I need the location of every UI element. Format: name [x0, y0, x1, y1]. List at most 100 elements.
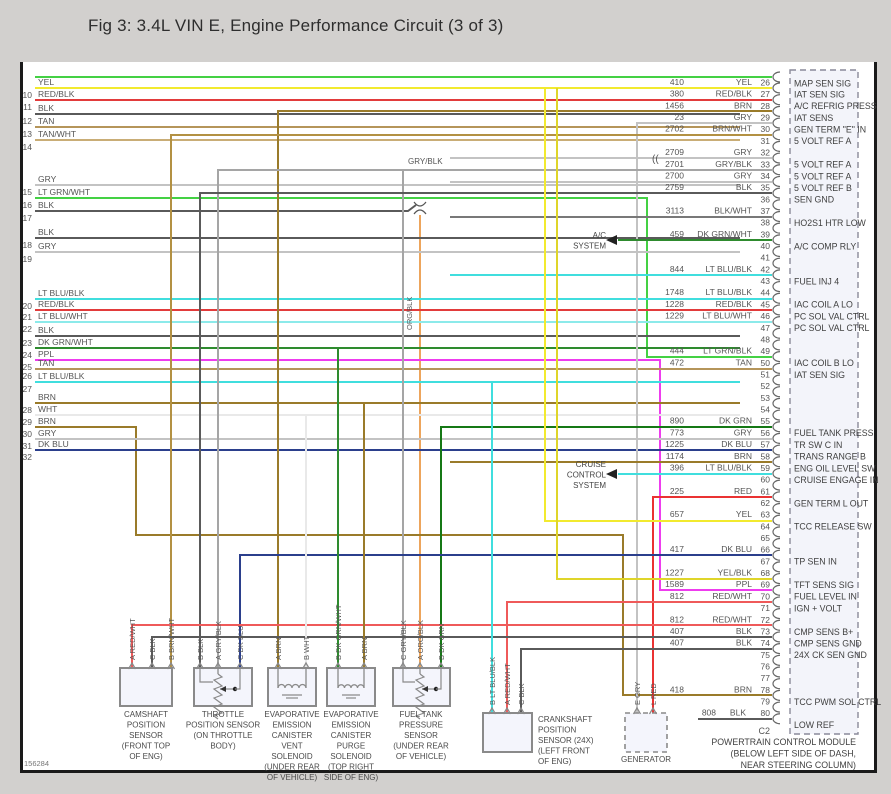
- circuit-number-45: 1228: [665, 299, 684, 309]
- pot-leg: [402, 668, 415, 683]
- circuit-number-50: 472: [670, 357, 684, 367]
- right-wire-color-label-29: GRY: [734, 112, 753, 122]
- pcm-pin-connector: [772, 619, 781, 631]
- component-caption-line: SOLENOID: [330, 752, 372, 761]
- pcm-pin-connector: [772, 140, 781, 152]
- right-pin-number-71: 71: [761, 603, 771, 613]
- circuit-number-69: 1589: [665, 579, 684, 589]
- wire-ltgrnwht: [35, 197, 772, 358]
- component-pin-chevron: [273, 661, 283, 670]
- right-wire-color-label-26: YEL: [736, 77, 752, 87]
- pcm-pin-connector: [772, 129, 781, 141]
- figure-id: 156284: [24, 759, 49, 768]
- component-pin-label: L RED: [649, 683, 658, 705]
- left-wire-color-label: TAN: [38, 358, 54, 368]
- right-pin-number-47: 47: [761, 323, 771, 333]
- pcm-pin-connector: [772, 678, 781, 690]
- right-wire-color-label-63: YEL: [736, 509, 752, 519]
- pcm-signal-label: TR SW C IN: [794, 440, 842, 450]
- right-pin-number-66: 66: [761, 545, 771, 555]
- cruise-control-label: CONTROL: [567, 471, 607, 480]
- component-caption-line: CAMSHAFT: [124, 710, 168, 719]
- pcm-pin-connector: [772, 117, 781, 129]
- wire-blk: [199, 192, 772, 668]
- left-wire-color-label: RED/BLK: [38, 299, 75, 309]
- right-pin-number-38: 38: [761, 218, 771, 228]
- wire-yelblk: [556, 88, 772, 580]
- pcm-signal-label: 24X CK SEN GND: [794, 650, 867, 660]
- left-pin-number-16: 16: [23, 200, 33, 210]
- component-pin-chevron: [436, 661, 446, 670]
- right-pin-number-49: 49: [761, 346, 771, 356]
- component-pin-label: B DK GRN/WHT: [334, 604, 343, 660]
- component-pin-chevron: [359, 661, 369, 670]
- pcm-signal-label: FUEL TANK PRESS: [794, 428, 874, 438]
- circuit-number-49: 444: [670, 346, 684, 356]
- inline-connector-top: [413, 201, 427, 207]
- circuit-number-28: 1456: [665, 100, 684, 110]
- pcm-signal-label: MAP SEN SIG: [794, 79, 851, 89]
- component-caption-line: OF ENG): [538, 757, 572, 766]
- left-wire-color-label: BLK: [38, 325, 54, 335]
- pcm-signal-label: CRUISE ENGAGE IN: [794, 475, 879, 485]
- pcm-pin-connector: [772, 362, 781, 374]
- left-wire-color-label: YEL: [38, 77, 54, 87]
- pcm-pin-connector: [772, 713, 781, 725]
- right-pin-number-42: 42: [761, 264, 771, 274]
- pot-leg: [199, 668, 213, 683]
- wire-brnwht: [170, 134, 772, 668]
- circuit-number-57: 1225: [665, 439, 684, 449]
- component-pin-chevron: [632, 706, 642, 715]
- right-wire-color-label-49: LT GRN/BLK: [703, 346, 752, 356]
- right-wire-color-label-27: RED/BLK: [716, 89, 753, 99]
- left-pin-number-12: 12: [23, 116, 33, 126]
- right-pin-number-53: 53: [761, 393, 771, 403]
- pcm-signal-label: CMP SENS GND: [794, 638, 862, 648]
- left-pin-number-28: 28: [23, 405, 33, 415]
- pcm-signal-label: HO2S1 HTR LOW: [794, 218, 867, 228]
- left-pin-number-21: 21: [23, 312, 33, 322]
- right-wire-color-label-35: BLK: [736, 182, 752, 192]
- right-wire-color-label-80: BLK: [730, 708, 746, 718]
- pcm-pin-connector: [772, 701, 781, 713]
- right-pin-number-37: 37: [761, 206, 771, 216]
- pcm-pin-connector: [772, 374, 781, 386]
- left-pin-number-23: 23: [23, 338, 33, 348]
- pcm-signal-label: SEN GND: [794, 195, 834, 205]
- component-pin-label: E GRY: [633, 682, 642, 705]
- component-pin-chevron: [301, 661, 311, 670]
- right-pin-number-63: 63: [761, 510, 771, 520]
- pcm-signal-label: FUEL INJ 4: [794, 276, 839, 286]
- right-pin-number-64: 64: [761, 521, 771, 531]
- left-pin-number-11: 11: [23, 102, 32, 112]
- right-pin-number-29: 29: [761, 113, 771, 123]
- right-pin-number-48: 48: [761, 334, 771, 344]
- right-pin-number-45: 45: [761, 299, 771, 309]
- left-wire-color-label: BRN: [38, 416, 56, 426]
- right-pin-number-26: 26: [761, 78, 771, 88]
- right-pin-number-27: 27: [761, 89, 771, 99]
- pcm-pin-connector: [772, 82, 781, 94]
- pcm-pin-connector: [772, 479, 781, 491]
- pcm-pin-connector: [772, 187, 781, 199]
- pcm-pin-connector: [772, 280, 781, 293]
- right-wire-color-label-74: BLK: [736, 638, 752, 648]
- pcm-pin-connector: [772, 596, 781, 608]
- left-pin-number-26: 26: [23, 371, 33, 381]
- pcm-pin-connector: [772, 572, 781, 585]
- left-pin-number-27: 27: [23, 384, 33, 394]
- left-pin-number-30: 30: [23, 429, 33, 439]
- throttle-position-sensor: [193, 667, 253, 707]
- component-caption-line: SIDE OF ENG): [324, 773, 379, 782]
- component-pin-chevron: [147, 661, 157, 670]
- left-wire-color-label: BLK: [38, 103, 54, 113]
- left-pin-number-14: 14: [23, 142, 33, 152]
- component-pin-label: A BRN: [360, 637, 369, 660]
- pcm-pin-connector: [772, 164, 781, 176]
- circuit-number-59: 396: [670, 462, 684, 472]
- right-pin-number-30: 30: [761, 124, 771, 134]
- right-wire-color-label-73: BLK: [736, 626, 752, 636]
- component-caption-line: FUEL TANK: [400, 710, 444, 719]
- wire-redwht: [506, 601, 772, 715]
- gry-blk-inline-label: GRY/BLK: [408, 157, 443, 166]
